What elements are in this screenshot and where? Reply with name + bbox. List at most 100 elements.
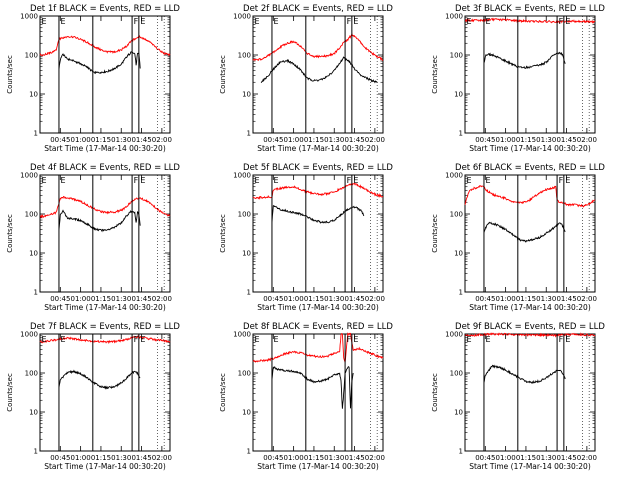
event-label: E [60, 335, 65, 344]
y-axis-label: Counts/sec [431, 373, 439, 412]
x-tick-label: 01:00 [71, 454, 91, 462]
panel-5: Det 5f BLACK = Events, RED = LLD Start Ti… [219, 163, 393, 312]
x-axis-label: Start Time (17-Mar-14 00:30:20) [257, 303, 379, 312]
event-label: E [485, 17, 490, 26]
y-tick-label: 1 [459, 130, 463, 138]
y-tick-label: 10 [242, 409, 251, 417]
panel-1: Det 1f BLACK = Events, RED = LLD Start Ti… [6, 4, 180, 153]
y-tick-label: 10 [29, 91, 38, 99]
y-tick-label: 1 [247, 448, 251, 456]
x-tick-label: 02:00 [365, 454, 385, 462]
y-tick-label: 10 [454, 91, 463, 99]
x-tick-label: 01:15 [91, 136, 111, 144]
x-tick-label: 01:15 [304, 454, 324, 462]
axes-box [464, 174, 596, 293]
y-tick-label: 100 [238, 211, 251, 219]
event-label: E [60, 17, 65, 26]
panel-3: Det 3f BLACK = Events, RED = LLD Start Ti… [431, 4, 605, 153]
y-tick-label: 1000 [445, 172, 463, 180]
event-label: E [140, 176, 145, 185]
event-label: E [60, 176, 65, 185]
panel-title: Det 4f BLACK = Events, RED = LLD [30, 163, 180, 173]
series-lld [464, 332, 596, 338]
x-axis-label: Start Time (17-Mar-14 00:30:20) [257, 462, 379, 471]
x-tick-label: 01:15 [91, 454, 111, 462]
y-tick-label: 10 [454, 250, 463, 258]
panel-title: Det 2f BLACK = Events, RED = LLD [243, 4, 393, 14]
y-tick-label: 100 [25, 52, 38, 60]
y-tick-label: 100 [238, 370, 251, 378]
x-tick-label: 01:00 [496, 136, 516, 144]
x-tick-label: 01:00 [284, 454, 304, 462]
x-axis-label: Start Time (17-Mar-14 00:30:20) [469, 462, 591, 471]
y-tick-label: 1 [34, 289, 38, 297]
x-tick-label: 02:00 [152, 454, 172, 462]
event-label: E [353, 17, 358, 26]
y-tick-label: 1 [459, 289, 463, 297]
event-label: E [42, 335, 47, 344]
x-tick-label: 02:00 [152, 295, 172, 303]
series-events [483, 51, 566, 69]
x-tick-label: 00:45 [475, 295, 495, 303]
x-axis-label: Start Time (17-Mar-14 00:30:20) [44, 144, 166, 153]
axes-box [252, 174, 384, 293]
event-label: E [273, 17, 278, 26]
x-tick-label: 00:45 [50, 295, 70, 303]
y-axis-label: Counts/sec [6, 55, 14, 94]
x-tick-label: 01:15 [304, 295, 324, 303]
event-label: E [467, 335, 472, 344]
y-tick-label: 1000 [20, 13, 38, 21]
x-tick-label: 01:15 [91, 295, 111, 303]
x-tick-label: 01:15 [304, 136, 324, 144]
y-tick-label: 1 [247, 289, 251, 297]
x-tick-label: 01:30 [536, 454, 556, 462]
series-lld [252, 32, 384, 62]
event-label: E [565, 335, 570, 344]
y-tick-label: 10 [242, 91, 251, 99]
x-tick-label: 00:45 [263, 136, 283, 144]
event-label: E [485, 335, 490, 344]
event-label: F [559, 335, 564, 344]
x-tick-label: 01:30 [536, 295, 556, 303]
y-axis-label: Counts/sec [219, 55, 227, 94]
x-tick-label: 01:45 [344, 454, 364, 462]
event-label: E [42, 17, 47, 26]
y-axis-label: Counts/sec [6, 373, 14, 412]
y-tick-label: 10 [29, 250, 38, 258]
series-events [58, 51, 141, 75]
y-tick-label: 1000 [233, 13, 251, 21]
x-tick-label: 01:30 [324, 136, 344, 144]
event-label: F [559, 17, 564, 26]
event-label: E [140, 17, 145, 26]
event-label: E [140, 335, 145, 344]
axes-box [39, 333, 171, 452]
panel-title: Det 7f BLACK = Events, RED = LLD [30, 322, 180, 332]
event-label: E [467, 17, 472, 26]
x-tick-label: 02:00 [365, 136, 385, 144]
x-tick-label: 02:00 [152, 136, 172, 144]
y-tick-label: 100 [450, 52, 463, 60]
y-tick-label: 1 [247, 130, 251, 138]
y-axis-label: Counts/sec [6, 214, 14, 253]
event-label: F [134, 176, 139, 185]
series-events [58, 209, 141, 233]
x-tick-label: 00:45 [263, 295, 283, 303]
x-axis-label: Start Time (17-Mar-14 00:30:20) [44, 462, 166, 471]
series-lld [39, 335, 171, 345]
event-label: E [353, 335, 358, 344]
series-lld [252, 182, 383, 200]
x-tick-label: 01:45 [344, 136, 364, 144]
x-axis-label: Start Time (17-Mar-14 00:30:20) [44, 303, 166, 312]
series-events [483, 221, 566, 243]
event-label: E [255, 17, 260, 26]
y-axis-label: Counts/sec [431, 55, 439, 94]
event-label: F [134, 335, 139, 344]
event-label: E [273, 176, 278, 185]
event-label: F [347, 176, 352, 185]
event-label: E [565, 17, 570, 26]
x-tick-label: 01:00 [284, 295, 304, 303]
x-tick-label: 01:30 [536, 136, 556, 144]
y-tick-label: 100 [450, 370, 463, 378]
x-tick-label: 02:00 [365, 295, 385, 303]
event-label: E [255, 176, 260, 185]
